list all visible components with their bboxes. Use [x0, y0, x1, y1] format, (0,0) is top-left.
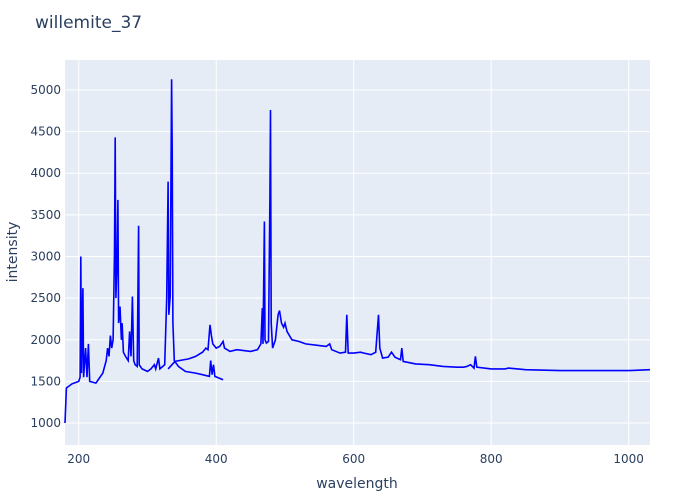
y-tick-label: 4000	[30, 166, 61, 180]
plot-area	[65, 60, 650, 445]
x-tick-label: 600	[342, 452, 365, 466]
x-tick-label: 1000	[613, 452, 644, 466]
x-tick-label: 200	[67, 452, 90, 466]
y-tick-label: 3000	[30, 249, 61, 263]
y-tick-label: 1500	[30, 374, 61, 388]
series-line	[64, 79, 651, 424]
x-axis-title: wavelength	[316, 476, 398, 492]
y-tick-label: 2500	[30, 291, 61, 305]
y-tick-label: 3500	[30, 208, 61, 222]
grid	[65, 60, 650, 445]
x-tick-label: 400	[205, 452, 228, 466]
y-tick-label: 4500	[30, 125, 61, 139]
y-tick-label: 5000	[30, 83, 61, 97]
y-axis-title: intensity	[5, 222, 21, 283]
tick-labels: 200 400 600 800 1000 1000 1500 2000 2500 3000 3500…	[30, 83, 644, 466]
y-tick-label: 2000	[30, 333, 61, 347]
x-tick-label: 800	[480, 452, 503, 466]
chart-title: willemite_37	[35, 13, 143, 33]
y-tick-label: 1000	[30, 416, 61, 430]
